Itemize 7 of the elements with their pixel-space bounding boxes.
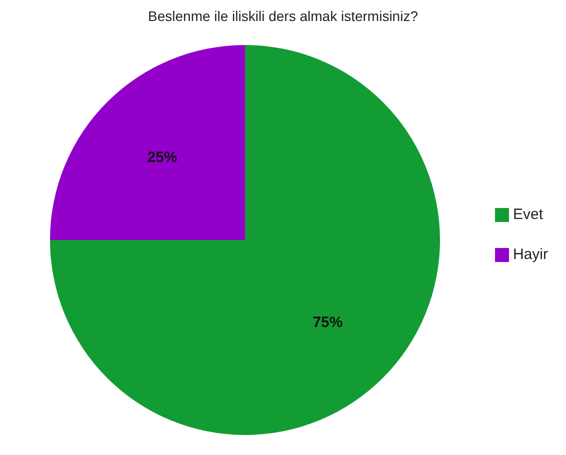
pie-slice — [50, 45, 440, 435]
data-label: 75% — [312, 314, 343, 332]
legend-label: Hayir — [512, 246, 548, 263]
chart-title: Beslenme ile iliskili ders almak istermisiniz? — [147, 8, 419, 26]
data-label: 25% — [147, 148, 178, 166]
pie-slice — [50, 45, 245, 240]
legend-label: Evet — [512, 206, 543, 223]
